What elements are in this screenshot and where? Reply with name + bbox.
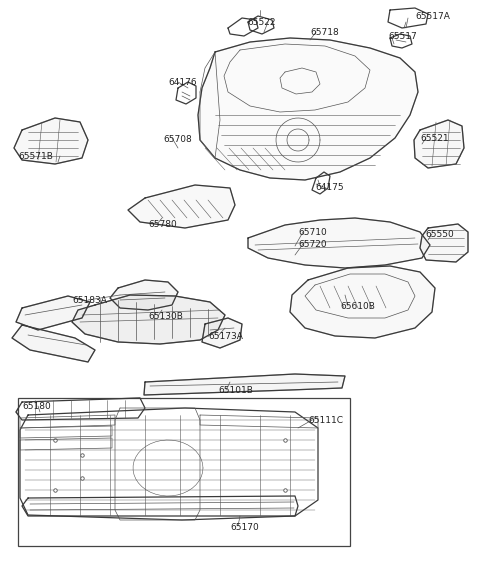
Text: 65101B: 65101B <box>218 386 253 395</box>
Polygon shape <box>22 496 298 516</box>
Text: 65130B: 65130B <box>148 312 183 321</box>
Polygon shape <box>14 118 88 164</box>
Text: 65610B: 65610B <box>340 302 375 311</box>
Polygon shape <box>110 280 178 310</box>
Polygon shape <box>12 325 95 362</box>
Polygon shape <box>290 266 435 338</box>
Text: 65180: 65180 <box>22 402 51 411</box>
Text: 65170: 65170 <box>230 523 259 532</box>
Polygon shape <box>248 218 430 268</box>
Text: 64176: 64176 <box>168 78 197 87</box>
Bar <box>18 398 350 546</box>
Polygon shape <box>16 296 90 330</box>
Text: 65521: 65521 <box>420 134 449 143</box>
Text: 65780: 65780 <box>148 220 177 229</box>
Polygon shape <box>144 374 345 395</box>
Polygon shape <box>420 224 468 262</box>
Text: 65718: 65718 <box>310 28 339 37</box>
Polygon shape <box>414 120 464 168</box>
Text: 65550: 65550 <box>425 230 454 239</box>
Text: 65183A: 65183A <box>72 296 107 305</box>
Polygon shape <box>198 38 418 180</box>
Text: 65517: 65517 <box>388 32 417 41</box>
Text: 65522: 65522 <box>248 18 276 27</box>
Text: 65720: 65720 <box>298 240 326 249</box>
Polygon shape <box>202 318 242 348</box>
Text: 65571B: 65571B <box>18 152 53 161</box>
Text: 65708: 65708 <box>163 135 192 144</box>
Text: 65111C: 65111C <box>308 416 343 425</box>
Polygon shape <box>72 295 225 344</box>
Text: 65710: 65710 <box>298 228 327 237</box>
Text: 65517A: 65517A <box>415 12 450 21</box>
Polygon shape <box>16 398 145 420</box>
Text: 65173A: 65173A <box>208 332 243 341</box>
Text: 64175: 64175 <box>315 183 344 192</box>
Polygon shape <box>20 408 318 520</box>
Polygon shape <box>128 185 235 228</box>
